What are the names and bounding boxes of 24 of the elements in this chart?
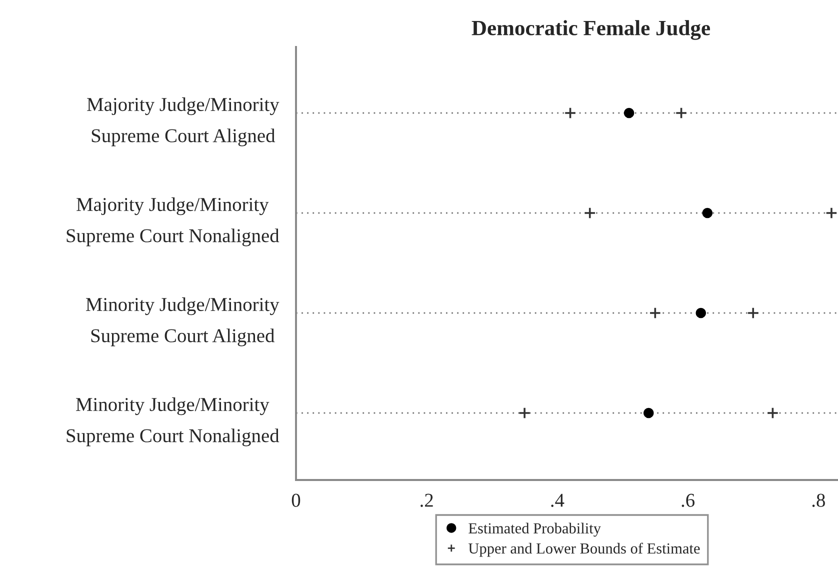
point (518, 406, 531, 420)
legend-label: Upper and Lower Bounds of Estimate (468, 542, 700, 557)
point (649, 306, 662, 320)
chart-title: Democratic Female Judge (472, 20, 710, 40)
point (702, 208, 713, 218)
x-tick-label: .8 (812, 494, 825, 507)
y-tick-label: Majority Judge/Minority Supreme Court Aligned (87, 97, 280, 146)
x-tick-label: 0 (292, 494, 300, 507)
x-tick-label: .2 (420, 494, 433, 507)
point (584, 206, 596, 220)
point (696, 308, 706, 318)
point (825, 206, 838, 220)
x-tick-label: .4 (551, 494, 564, 507)
point (564, 106, 576, 120)
point (643, 408, 654, 418)
x-tick-label: .6 (682, 494, 695, 507)
y-tick-label: Minority Judge/Minority Supreme Court Nonaligned (66, 397, 280, 446)
legend-label: Estimated Probability (468, 522, 601, 537)
y-tick-label: Majority Judge/Minority Supreme Court Nonaligned (66, 197, 280, 246)
point (675, 106, 688, 120)
point (766, 406, 779, 420)
y-tick-label: Minority Judge/Minority Supreme Court Aligned (86, 297, 280, 346)
point (624, 108, 634, 118)
point (747, 306, 760, 320)
